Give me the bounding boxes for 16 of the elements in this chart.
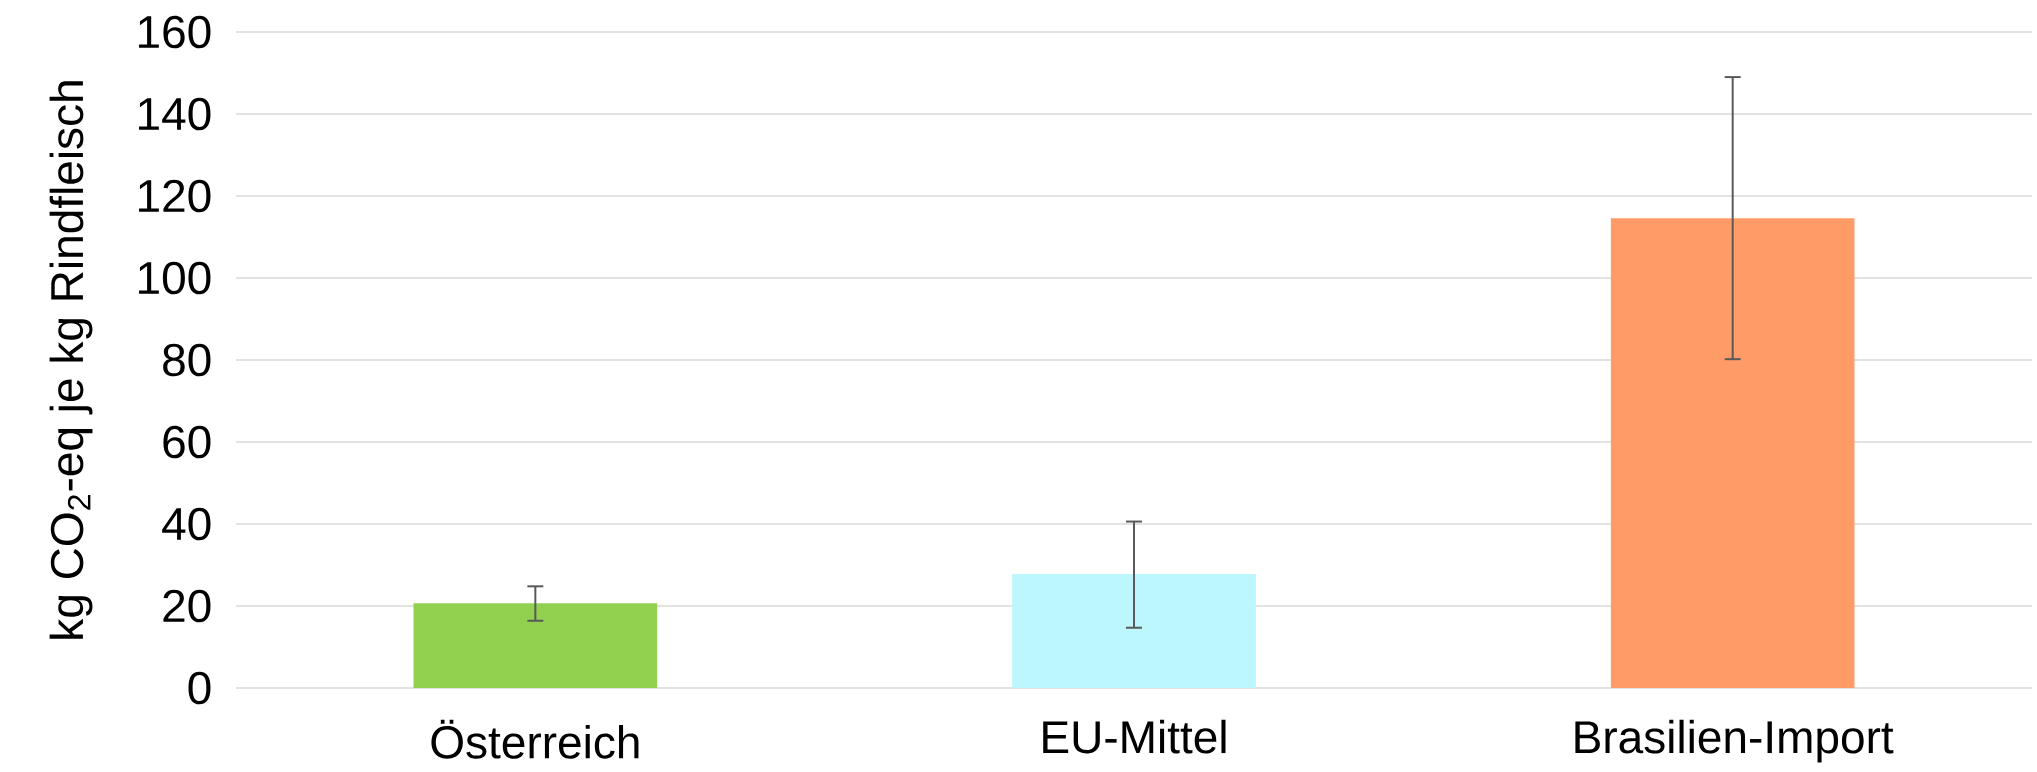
y-tick-label: 120 xyxy=(139,179,211,213)
y-tick-label: 0 xyxy=(188,671,211,705)
bar xyxy=(1610,218,1855,688)
y-tick-label: 160 xyxy=(139,15,211,49)
bar xyxy=(413,603,658,688)
y-axis-title: kg CO$_{2}$-eq je kg Rindfleisch xyxy=(49,81,93,639)
y-tick-label: 80 xyxy=(163,343,211,377)
y-tick-label: 20 xyxy=(163,589,211,623)
y-tick-label: 40 xyxy=(162,507,211,541)
y-tick-label: 60 xyxy=(163,425,211,459)
x-tick-label: EU-Mittel xyxy=(1043,719,1226,754)
y-tick-label: 140 xyxy=(139,97,211,131)
x-tick-label: Brasilien-Import xyxy=(1575,719,1894,763)
y-tick-label: 100 xyxy=(139,261,211,295)
x-tick-label: Österreich xyxy=(431,719,639,759)
bar xyxy=(1012,574,1256,688)
